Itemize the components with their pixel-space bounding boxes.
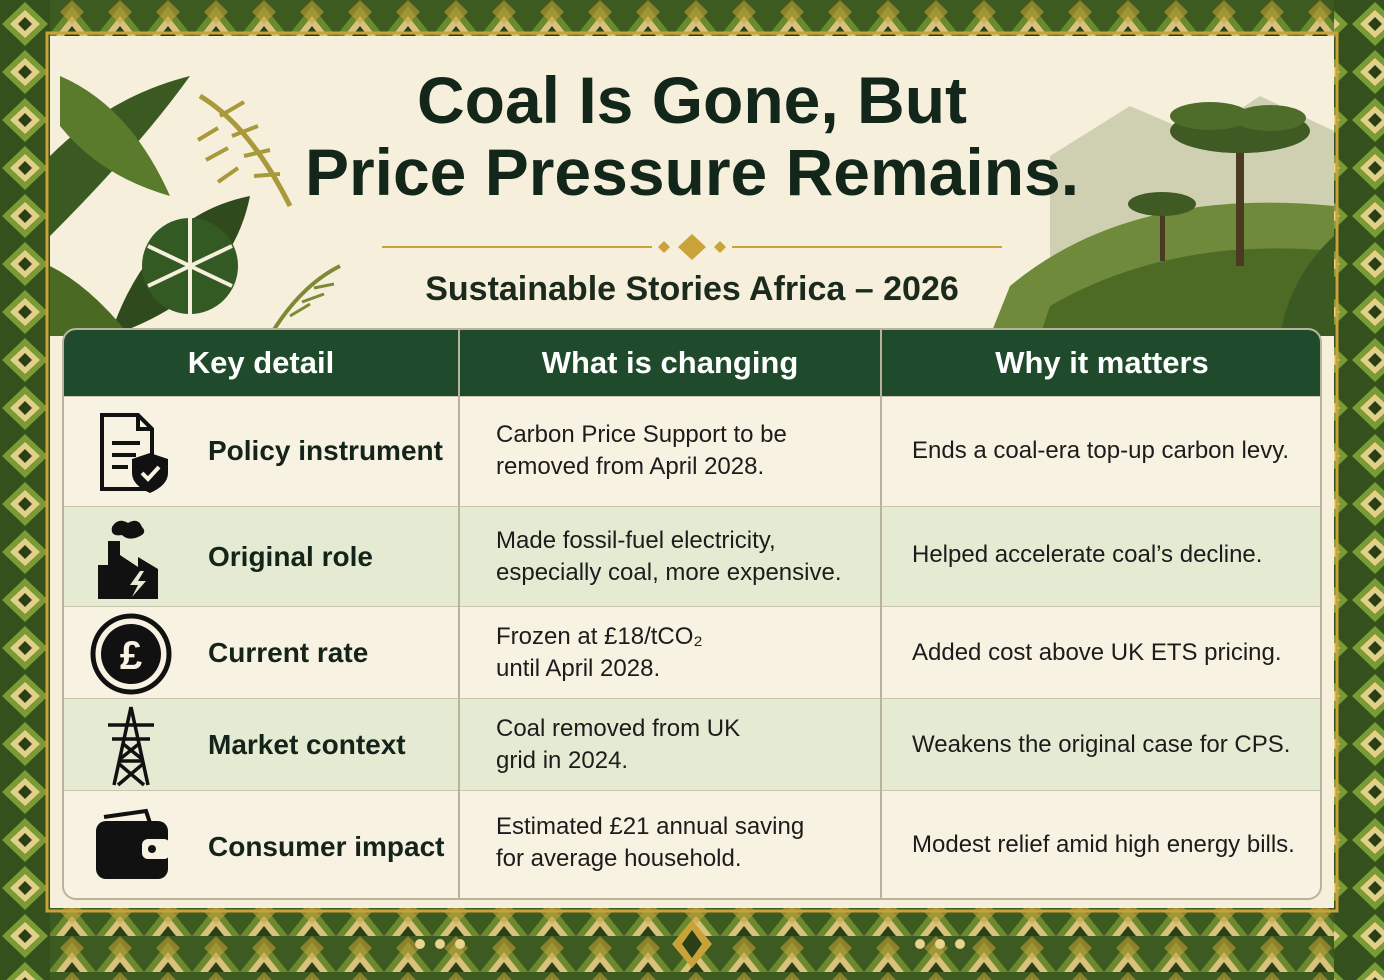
column-header-why-it-matters: Why it matters [882,330,1320,396]
mountain-landscape [990,96,1334,336]
key-detail-label: Consumer impact [208,831,445,862]
key-detail-label: Market context [208,729,406,760]
column-header-what-is-changing: What is changing [460,330,880,396]
key-detail-label: Original role [208,541,373,572]
page-title: Coal Is Gone, But Price Pressure Remains… [50,64,1334,208]
info-table: Key detail What is changing Why it matte… [62,328,1322,900]
table-row: £ Current rate Frozen at £18/tCO₂ until … [64,606,1320,699]
title-line-2: Price Pressure Remains. [304,135,1080,209]
table-row: Policy instrument Carbon Price Support t… [64,396,1320,507]
change-text-line-1: Frozen at £18/tCO₂ [496,623,703,650]
acacia-tree [1170,102,1310,266]
policy-document-shield-icon [100,413,168,493]
change-text-line-2: grid in 2024. [496,747,629,774]
gold-divider-ornament [382,234,1002,260]
table-row: Consumer impact Estimated £21 annual sav… [64,790,1320,898]
change-text: Coal removed from UK grid in 2024. [496,713,876,777]
change-text: Estimated £21 annual saving for average … [496,811,876,875]
change-text-line-2: until April 2028. [496,655,661,682]
table-row: Market context Coal removed from UK grid… [64,698,1320,791]
pound-coin-icon: £ [90,613,172,695]
why-it-matters-text: Ends a coal-era top-up carbon levy. [912,437,1290,464]
subtitle: Sustainable Stories Africa – 2026 [425,270,959,308]
why-it-matters-text: Modest relief amid high energy bills. [912,831,1295,858]
small-tree [1128,192,1196,261]
change-text: Frozen at £18/tCO₂ until April 2028. [496,621,876,685]
change-text-line-1: Made fossil-fuel electricity, [496,527,776,554]
change-text-line-2: removed from April 2028. [496,453,765,480]
tropical-leaves [50,76,1334,338]
change-text-line-2: especially coal, more expensive. [496,559,842,586]
wallet-icon [96,808,170,879]
svg-text:£: £ [120,634,142,678]
factory-lightning-icon [98,520,158,599]
change-text-line-1: Coal removed from UK [496,715,741,742]
column-header-key-detail: Key detail [64,330,458,396]
gold-diamond-ornament [672,920,712,968]
column-divider [880,330,882,898]
jungle-landscape-illustration [50,76,1334,338]
content-panel: Coal Is Gone, But Price Pressure Remains… [50,36,1334,908]
why-it-matters-text: Weakens the original case for CPS. [912,731,1291,758]
title-line-1: Coal Is Gone, But [416,63,968,137]
why-it-matters-text: Helped accelerate coal’s decline. [912,541,1263,568]
change-text-line-2: for average household. [496,845,742,872]
column-divider [458,330,460,898]
why-it-matters-text: Added cost above UK ETS pricing. [912,639,1282,666]
change-text: Carbon Price Support to be removed from … [496,419,876,483]
change-text-line-1: Carbon Price Support to be [496,421,787,448]
power-pylon-icon [108,706,154,787]
change-text: Made fossil-fuel electricity, especially… [496,525,876,589]
change-text-line-1: Estimated £21 annual saving [496,813,805,840]
key-detail-label: Current rate [208,637,369,668]
key-detail-label: Policy instrument [208,435,443,466]
table-row: Original role Made fossil-fuel electrici… [64,506,1320,607]
